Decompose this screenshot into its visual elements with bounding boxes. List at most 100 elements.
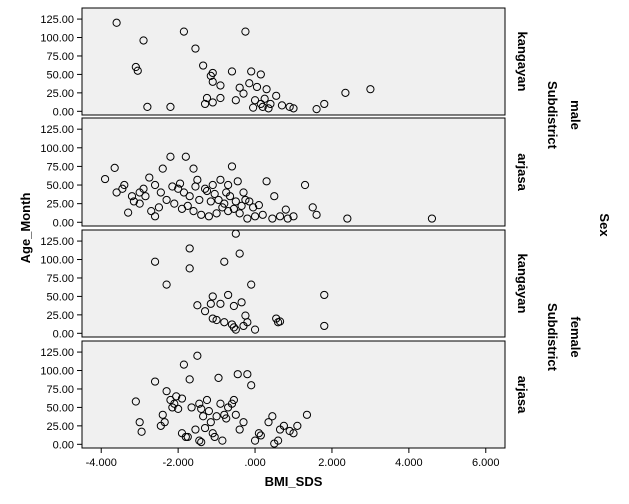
data-point — [141, 192, 150, 201]
data-point — [427, 214, 437, 223]
data-point — [131, 397, 140, 406]
data-point — [235, 209, 244, 218]
data-point — [200, 99, 210, 109]
data-point — [289, 212, 298, 221]
subdistrict-facet-title: Subdistrict — [545, 303, 560, 372]
data-point — [235, 425, 244, 434]
data-point — [293, 421, 302, 430]
y-axis-title: Age_Month — [18, 193, 33, 264]
data-point — [312, 104, 321, 114]
data-point — [285, 102, 294, 111]
data-point — [243, 318, 252, 327]
data-point — [262, 177, 271, 186]
data-point — [202, 93, 212, 103]
data-point — [258, 210, 267, 219]
data-point — [283, 214, 292, 223]
sex-strip-label: female — [568, 316, 583, 357]
data-point — [249, 103, 258, 112]
data-point — [229, 301, 238, 311]
subdistrict-strip-label: arjasa — [515, 153, 530, 191]
data-point — [166, 152, 175, 161]
data-point — [224, 290, 233, 300]
y-tick-label: 50.00 — [46, 180, 74, 192]
data-point — [366, 85, 375, 94]
data-point — [202, 186, 212, 196]
data-point — [208, 77, 217, 86]
data-point — [275, 317, 285, 326]
data-point — [227, 67, 237, 76]
data-point — [289, 429, 298, 438]
data-point — [210, 432, 219, 442]
data-point — [135, 199, 144, 208]
data-point — [237, 201, 246, 210]
data-point — [129, 197, 139, 206]
data-point — [150, 180, 160, 190]
data-point — [302, 410, 312, 419]
y-tick-label: 0.00 — [53, 328, 74, 340]
data-point — [320, 321, 329, 331]
data-point — [229, 323, 238, 332]
data-point — [143, 102, 152, 111]
y-tick-label: 75.00 — [46, 273, 74, 285]
data-point — [277, 101, 287, 110]
data-point — [145, 173, 154, 182]
data-point — [262, 85, 271, 94]
data-point — [272, 91, 281, 100]
data-point — [250, 212, 260, 221]
data-point — [183, 201, 192, 210]
sex-facet-title: Sex — [597, 213, 612, 237]
y-tick-label: 25.00 — [46, 310, 74, 322]
data-point — [227, 162, 237, 171]
data-point — [185, 192, 194, 201]
x-tick-label: 2.000 — [318, 457, 346, 469]
subdistrict-strip-label: arjasa — [515, 376, 530, 414]
data-point — [158, 410, 167, 419]
subdistrict-strip-label: kangayan — [515, 254, 530, 314]
data-point — [181, 152, 190, 161]
data-point — [281, 205, 290, 214]
data-point — [112, 18, 121, 27]
data-point — [197, 437, 206, 447]
data-point — [264, 104, 273, 113]
data-point — [256, 70, 265, 79]
data-point — [233, 370, 242, 379]
data-point — [208, 292, 217, 301]
data-point — [222, 414, 231, 423]
data-point — [275, 212, 285, 221]
y-tick-label: 50.00 — [46, 69, 74, 81]
data-point — [154, 203, 164, 212]
data-point — [212, 412, 221, 421]
data-point — [162, 280, 171, 289]
data-point — [195, 195, 204, 205]
data-point — [189, 164, 198, 173]
y-tick-label: 100.00 — [40, 255, 74, 267]
data-point — [172, 392, 181, 401]
data-point — [250, 436, 260, 445]
data-point — [170, 199, 179, 208]
data-point — [241, 195, 250, 205]
data-point — [308, 203, 317, 212]
data-point — [137, 427, 146, 436]
data-point — [202, 395, 212, 405]
data-point — [199, 61, 208, 70]
y-tick-label: 125.00 — [40, 14, 74, 26]
data-point — [231, 229, 240, 238]
x-tick-label: 4.000 — [395, 457, 423, 469]
data-point — [127, 192, 137, 201]
data-point — [177, 394, 187, 403]
data-point — [199, 412, 208, 421]
data-point — [210, 189, 219, 199]
data-point — [174, 404, 183, 413]
y-tick-label: 50.00 — [46, 291, 74, 303]
data-point — [220, 257, 229, 266]
data-point — [320, 290, 329, 300]
data-point — [191, 425, 200, 434]
data-point — [214, 195, 223, 205]
y-tick-label: 25.00 — [46, 199, 74, 211]
data-point — [279, 421, 288, 430]
data-point — [312, 210, 321, 219]
y-tick-label: 50.00 — [46, 402, 74, 414]
data-point — [185, 375, 194, 384]
x-axis-title: BMI_SDS — [265, 474, 323, 489]
data-point — [208, 180, 217, 190]
